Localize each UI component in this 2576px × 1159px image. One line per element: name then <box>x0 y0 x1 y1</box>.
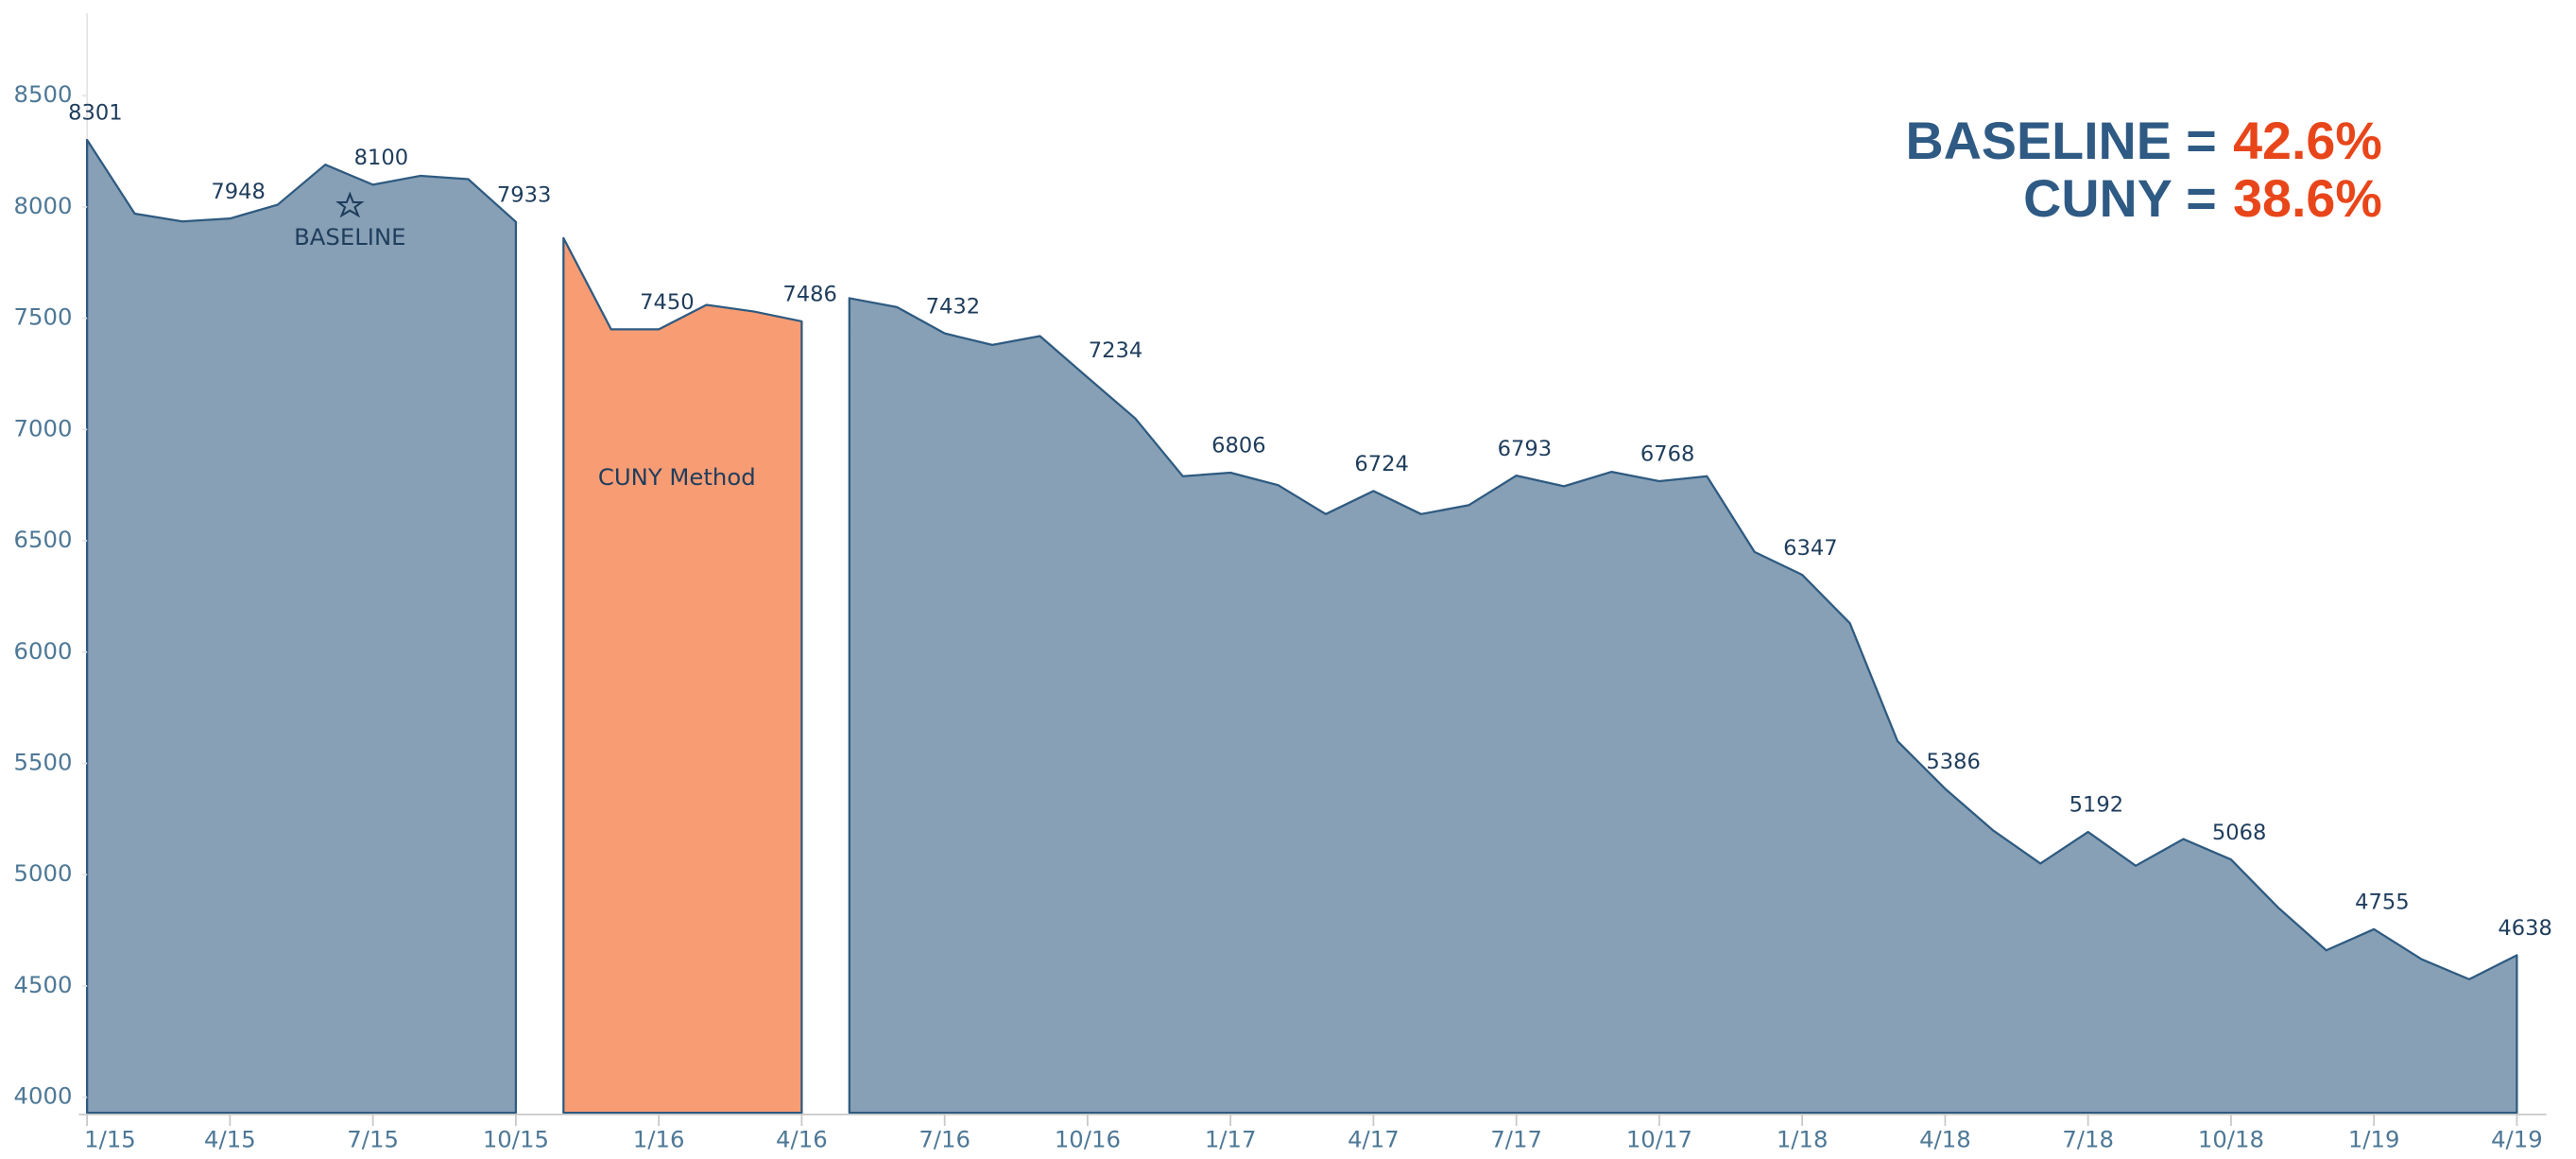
data-label: 5386 <box>1926 750 1981 774</box>
x-tick-label: 4/18 <box>1919 1126 1971 1153</box>
y-tick-label: 5500 <box>14 749 73 776</box>
x-tick-label: 1/19 <box>2348 1126 2400 1153</box>
x-tick-label: 10/16 <box>1055 1126 1121 1153</box>
series-annotation: CUNY Method <box>598 463 756 491</box>
y-tick-label: 7500 <box>14 303 73 331</box>
data-label: 6724 <box>1354 452 1409 476</box>
data-label: 7234 <box>1089 338 1143 363</box>
summary-label: BASELINE = <box>1906 112 2217 170</box>
data-label: 6347 <box>1783 536 1838 561</box>
y-tick-label: 4500 <box>14 971 73 998</box>
data-label: 8100 <box>354 146 409 170</box>
x-tick-label: 4/15 <box>204 1126 256 1153</box>
data-label: 8301 <box>68 101 123 126</box>
summary-line: BASELINE = 42.6% <box>1906 112 2382 170</box>
y-tick-label: 6000 <box>14 637 73 665</box>
x-tick-label: 4/19 <box>2491 1126 2543 1153</box>
data-label: 4755 <box>2355 891 2410 915</box>
x-tick-label: 1/18 <box>1777 1126 1829 1153</box>
x-tick-label: 7/17 <box>1490 1126 1542 1153</box>
x-tick-label: 10/17 <box>1626 1126 1692 1153</box>
data-label: 7450 <box>640 290 695 315</box>
x-tick-label: 4/17 <box>1348 1126 1400 1153</box>
summary-label: CUNY = <box>2023 169 2217 228</box>
series-annotation: BASELINE <box>294 223 405 251</box>
area <box>86 138 518 1115</box>
data-label: 4638 <box>2498 916 2552 941</box>
x-tick-label: 1/15 <box>84 1126 136 1153</box>
data-label: 7486 <box>782 283 837 307</box>
x-tick-label: 10/18 <box>2198 1126 2264 1153</box>
y-tick-label: 6500 <box>14 526 73 553</box>
y-tick-label: 7000 <box>14 414 73 441</box>
plot-area <box>86 138 2518 1115</box>
area <box>848 297 2518 1115</box>
x-tick-label: 1/16 <box>633 1126 685 1153</box>
data-label: 6806 <box>1211 434 1266 458</box>
data-label: 5068 <box>2212 821 2267 845</box>
data-label: 7432 <box>926 294 980 319</box>
data-label: 6793 <box>1498 437 1553 461</box>
x-tick-label: 7/15 <box>347 1126 399 1153</box>
x-tick-label: 1/17 <box>1205 1126 1257 1153</box>
data-label: 7933 <box>497 182 552 207</box>
data-label: 7948 <box>211 180 265 204</box>
x-tick-label: 7/18 <box>2062 1126 2114 1153</box>
data-label: 6768 <box>1640 442 1695 467</box>
y-tick-label: 4000 <box>14 1082 73 1110</box>
summary-line: CUNY = 38.6% <box>2023 169 2382 228</box>
y-tick-label: 8000 <box>14 192 73 219</box>
y-tick-label: 5000 <box>14 859 73 887</box>
x-tick-label: 4/16 <box>776 1126 828 1153</box>
summary-value: 42.6% <box>2233 112 2382 170</box>
y-tick-label: 8500 <box>14 80 73 108</box>
area <box>562 236 803 1115</box>
x-tick-label: 10/15 <box>483 1126 549 1153</box>
star-icon <box>335 191 365 218</box>
x-tick-label: 7/16 <box>919 1126 970 1153</box>
data-label: 5192 <box>2069 793 2124 818</box>
summary-value: 38.6% <box>2233 169 2382 228</box>
